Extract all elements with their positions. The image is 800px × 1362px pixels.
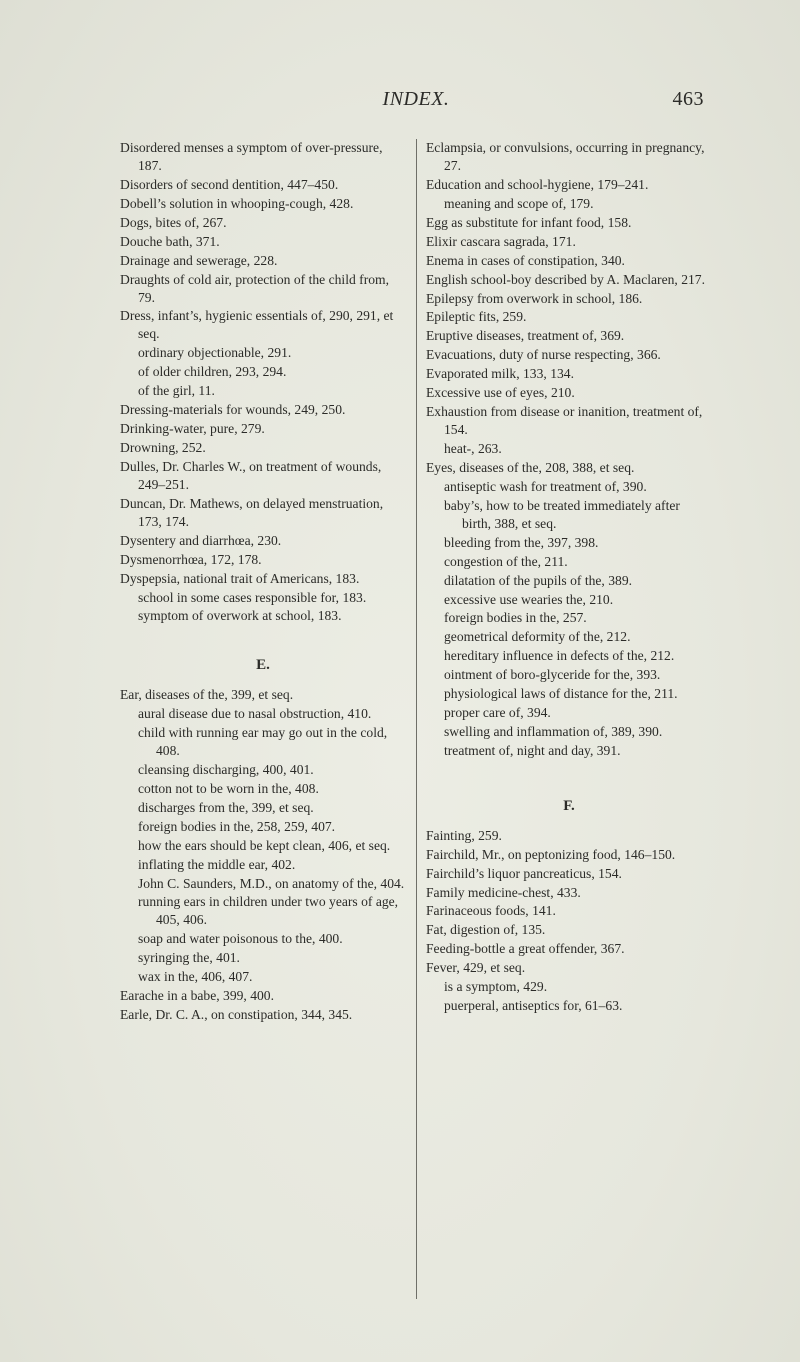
index-subentry: dilatation of the pupils of the, 389. bbox=[426, 572, 712, 590]
index-entry: Egg as substitute for infant food, 158. bbox=[426, 214, 712, 232]
page-number: 463 bbox=[648, 88, 704, 111]
index-entry: Fat, digestion of, 135. bbox=[426, 921, 712, 939]
index-entry: Family medicine-chest, 433. bbox=[426, 884, 712, 902]
index-entry: Drinking-water, pure, 279. bbox=[120, 420, 406, 438]
index-entry: Exhaustion from disease or inanition, tr… bbox=[426, 403, 712, 439]
index-entry: Dogs, bites of, 267. bbox=[120, 214, 406, 232]
index-entry: Duncan, Dr. Mathews, on delayed menstrua… bbox=[120, 495, 406, 531]
index-entry: Dress, infant’s, hygienic essentials of,… bbox=[120, 307, 406, 343]
running-title: INDEX. bbox=[184, 88, 648, 111]
index-entry: Earache in a babe, 399, 400. bbox=[120, 987, 406, 1005]
index-subentry: ointment of boro-glyceride for the, 393. bbox=[426, 666, 712, 684]
index-subentry: heat-, 263. bbox=[426, 440, 712, 458]
index-subentry: swelling and inflammation of, 389, 390. bbox=[426, 723, 712, 741]
index-subentry: geometrical deformity of the, 212. bbox=[426, 628, 712, 646]
index-subentry: running ears in children under two years… bbox=[120, 893, 406, 929]
index-subentry: baby’s, how to be treated immediately af… bbox=[426, 497, 712, 533]
index-entry: Dysmenorrhœa, 172, 178. bbox=[120, 551, 406, 569]
index-subentry: is a symptom, 429. bbox=[426, 978, 712, 996]
index-entry: Dyspepsia, national trait of Americans, … bbox=[120, 570, 406, 588]
index-subentry: soap and water poisonous to the, 400. bbox=[120, 930, 406, 948]
index-subentry: John C. Saunders, M.D., on anatomy of th… bbox=[120, 875, 406, 893]
index-subentry: aural disease due to nasal obstruction, … bbox=[120, 705, 406, 723]
index-subentry: inflating the middle ear, 402. bbox=[120, 856, 406, 874]
index-entry: Ear, diseases of the, 399, et seq. bbox=[120, 686, 406, 704]
index-subentry: of older children, 293, 294. bbox=[120, 363, 406, 381]
section-letter-f: F. bbox=[426, 797, 712, 817]
index-entry: English school-boy described by A. Macla… bbox=[426, 271, 712, 289]
index-subentry: syringing the, 401. bbox=[120, 949, 406, 967]
index-subentry: congestion of the, 211. bbox=[426, 553, 712, 571]
index-subentry: cotton not to be worn in the, 408. bbox=[120, 780, 406, 798]
index-entry: Dulles, Dr. Charles W., on treatment of … bbox=[120, 458, 406, 494]
index-entry: Dressing-materials for wounds, 249, 250. bbox=[120, 401, 406, 419]
index-subentry: bleeding from the, 397, 398. bbox=[426, 534, 712, 552]
index-subentry: physiological laws of distance for the, … bbox=[426, 685, 712, 703]
index-subentry: meaning and scope of, 179. bbox=[426, 195, 712, 213]
index-entry: Fainting, 259. bbox=[426, 827, 712, 845]
index-subentry: of the girl, 11. bbox=[120, 382, 406, 400]
index-subentry: wax in the, 406, 407. bbox=[120, 968, 406, 986]
index-subentry: treatment of, night and day, 391. bbox=[426, 742, 712, 760]
index-subentry: symptom of overwork at school, 183. bbox=[120, 607, 406, 625]
index-subentry: antiseptic wash for treatment of, 390. bbox=[426, 478, 712, 496]
index-subentry: puerperal, antiseptics for, 61–63. bbox=[426, 997, 712, 1015]
index-subentry: hereditary influence in defects of the, … bbox=[426, 647, 712, 665]
index-entry: Eclampsia, or convulsions, occurring in … bbox=[426, 139, 712, 175]
page: INDEX. 463 Disordered menses a symptom o… bbox=[0, 0, 800, 1362]
index-entry: Farinaceous foods, 141. bbox=[426, 902, 712, 920]
index-entry: Earle, Dr. C. A., on constipation, 344, … bbox=[120, 1006, 406, 1024]
index-entry: Epilepsy from overwork in school, 186. bbox=[426, 290, 712, 308]
index-entry: Dobell’s solution in whooping-cough, 428… bbox=[120, 195, 406, 213]
index-entry: Disorders of second dentition, 447–450. bbox=[120, 176, 406, 194]
index-entry: Douche bath, 371. bbox=[120, 233, 406, 251]
index-entry: Fairchild’s liquor pancreaticus, 154. bbox=[426, 865, 712, 883]
index-entry: Fairchild, Mr., on peptonizing food, 146… bbox=[426, 846, 712, 864]
running-head: INDEX. 463 bbox=[128, 88, 704, 111]
index-subentry: discharges from the, 399, et seq. bbox=[120, 799, 406, 817]
index-entry: Draughts of cold air, protection of the … bbox=[120, 271, 406, 307]
index-subentry: cleansing discharging, 400, 401. bbox=[120, 761, 406, 779]
index-entry: Epileptic fits, 259. bbox=[426, 308, 712, 326]
index-subentry: school in some cases responsible for, 18… bbox=[120, 589, 406, 607]
index-entry: Feeding-bottle a great offender, 367. bbox=[426, 940, 712, 958]
index-entry: Eruptive diseases, treatment of, 369. bbox=[426, 327, 712, 345]
index-entry: Excessive use of eyes, 210. bbox=[426, 384, 712, 402]
index-entry: Drowning, 252. bbox=[120, 439, 406, 457]
index-entry: Enema in cases of constipation, 340. bbox=[426, 252, 712, 270]
index-subentry: child with running ear may go out in the… bbox=[120, 724, 406, 760]
index-subentry: foreign bodies in the, 257. bbox=[426, 609, 712, 627]
index-entry: Drainage and sewerage, 228. bbox=[120, 252, 406, 270]
index-subentry: ordinary objectionable, 291. bbox=[120, 344, 406, 362]
index-entry: Evacuations, duty of nurse respecting, 3… bbox=[426, 346, 712, 364]
index-subentry: excessive use wearies the, 210. bbox=[426, 591, 712, 609]
spacer bbox=[426, 761, 712, 779]
index-entry: Fever, 429, et seq. bbox=[426, 959, 712, 977]
index-entry: Dysentery and diarrhœa, 230. bbox=[120, 532, 406, 550]
index-entry: Disordered menses a symptom of over-pres… bbox=[120, 139, 406, 175]
index-entry: Eyes, diseases of the, 208, 388, et seq. bbox=[426, 459, 712, 477]
index-entry: Education and school-hygiene, 179–241. bbox=[426, 176, 712, 194]
index-subentry: how the ears should be kept clean, 406, … bbox=[120, 837, 406, 855]
spacer bbox=[120, 626, 406, 638]
index-subentry: proper care of, 394. bbox=[426, 704, 712, 722]
index-entry: Elixir cascara sagrada, 171. bbox=[426, 233, 712, 251]
index-subentry: foreign bodies in the, 258, 259, 407. bbox=[120, 818, 406, 836]
index-entry: Evaporated milk, 133, 134. bbox=[426, 365, 712, 383]
section-letter-e: E. bbox=[120, 656, 406, 676]
index-columns: Disordered menses a symptom of over-pres… bbox=[120, 139, 712, 1299]
